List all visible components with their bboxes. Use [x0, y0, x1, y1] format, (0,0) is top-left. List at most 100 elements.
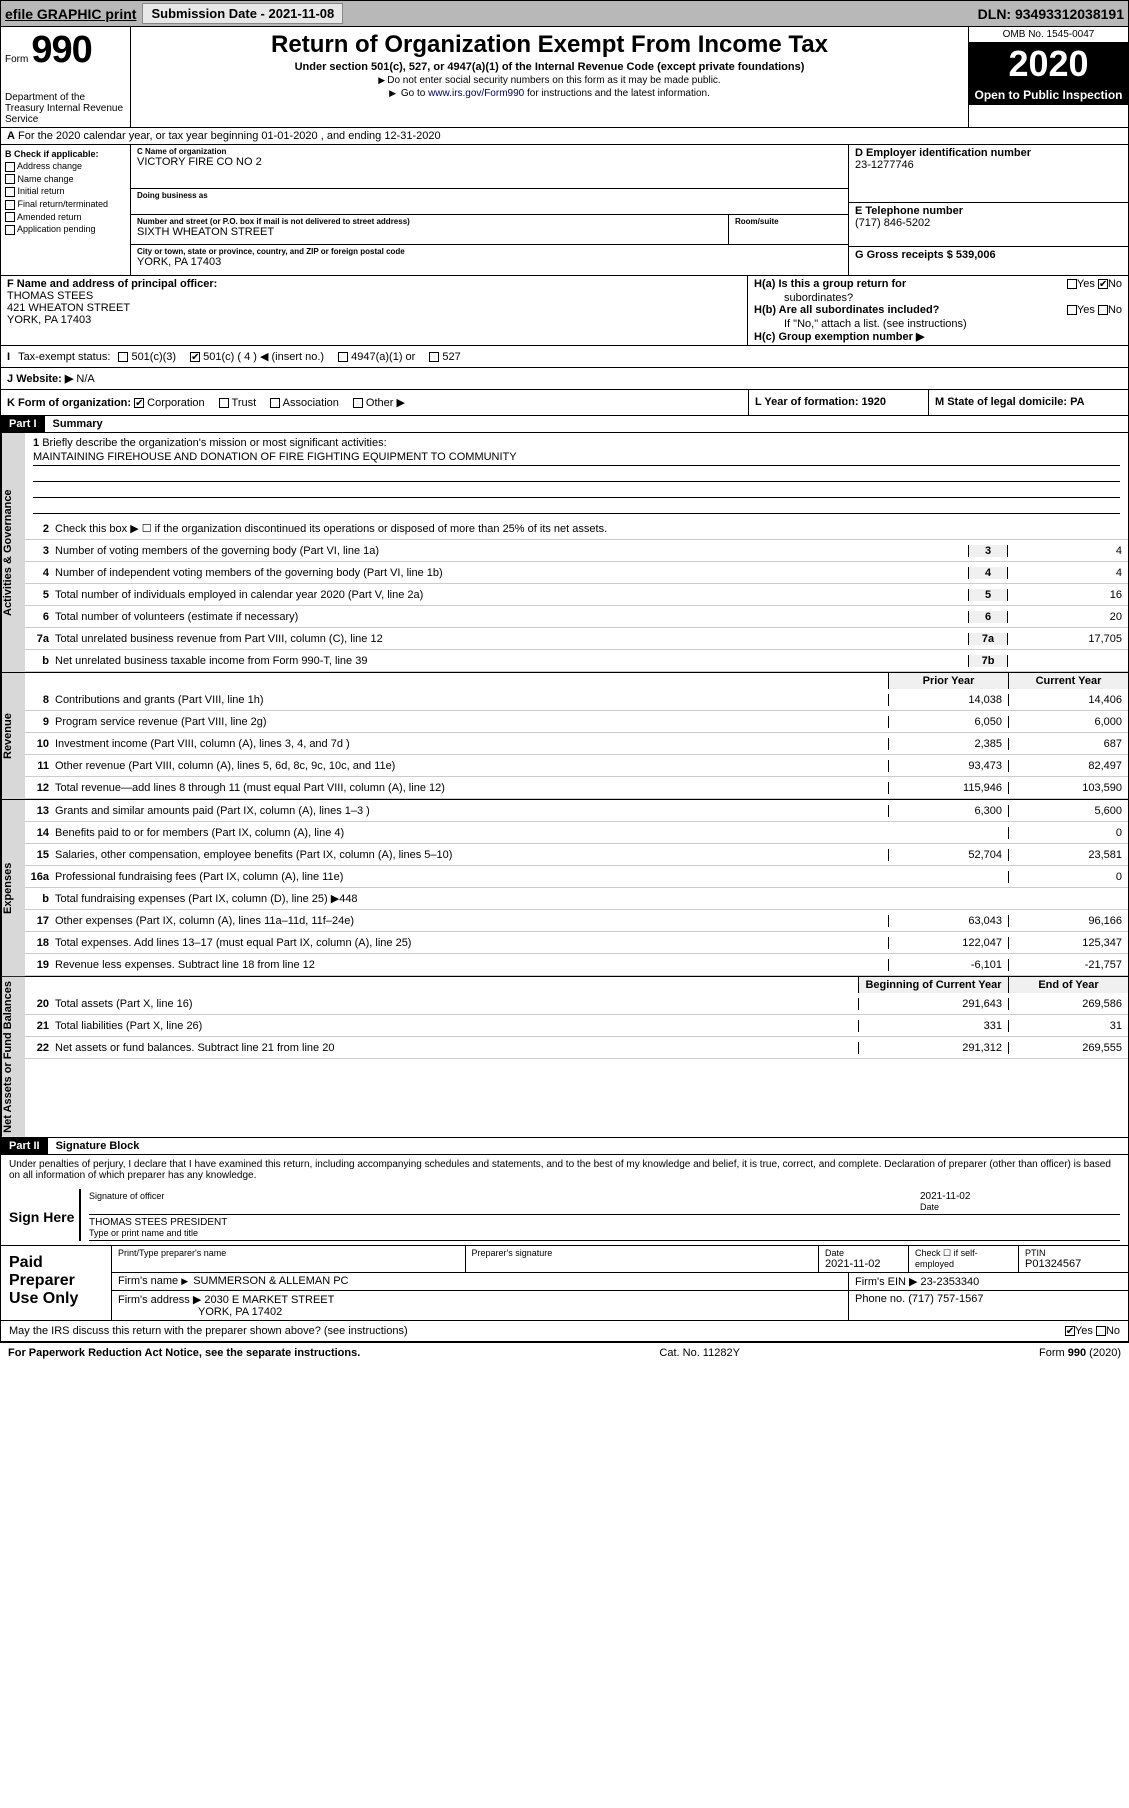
checkbox-address-change[interactable] — [5, 162, 15, 172]
line-num: 17 — [25, 915, 55, 927]
firm-name: SUMMERSON & ALLEMAN PC — [193, 1275, 348, 1287]
discuss-no: No — [1106, 1325, 1120, 1337]
prior-val: 93,473 — [888, 760, 1008, 772]
submission-date-btn[interactable]: Submission Date - 2021-11-08 — [142, 3, 343, 24]
line-num: 10 — [25, 738, 55, 750]
vtab-governance: Activities & Governance — [1, 433, 25, 672]
vtab-net-assets: Net Assets or Fund Balances — [1, 977, 25, 1137]
prior-year-header: Prior Year — [888, 673, 1008, 689]
line-text: Contributions and grants (Part VIII, lin… — [55, 694, 888, 706]
hb-label: H(b) Are all subordinates included? — [754, 304, 939, 316]
no-label: No — [1108, 278, 1122, 290]
efile-link[interactable]: efile GRAPHIC print — [5, 6, 136, 22]
current-val: 103,590 — [1008, 782, 1128, 794]
current-val: 96,166 — [1008, 915, 1128, 927]
discuss-no-checkbox[interactable] — [1096, 1326, 1106, 1336]
note2-prefix: Go to — [401, 88, 428, 99]
tax-status-checkbox-1[interactable] — [190, 352, 200, 362]
col-h: H(a) Is this a group return for Yes No s… — [748, 276, 1128, 345]
org-name: VICTORY FIRE CO NO 2 — [137, 156, 842, 168]
line-num: 18 — [25, 937, 55, 949]
line-text: Revenue less expenses. Subtract line 18 … — [55, 959, 888, 971]
firm-city: YORK, PA 17402 — [198, 1306, 842, 1318]
line-text: Other revenue (Part VIII, column (A), li… — [55, 760, 888, 772]
hb-no-checkbox[interactable] — [1098, 305, 1108, 315]
room-label: Room/suite — [735, 217, 842, 226]
k-checkbox-0[interactable] — [134, 398, 144, 408]
arrow-icon — [389, 88, 398, 99]
form-link[interactable]: www.irs.gov/Form990 — [428, 88, 524, 99]
open-public-label: Open to Public Inspection — [969, 85, 1128, 105]
prior-val: 63,043 — [888, 915, 1008, 927]
paid-prep-label: Paid Preparer Use Only — [1, 1246, 111, 1320]
line-box: 7a — [968, 633, 1008, 645]
form-number: 990 — [31, 29, 91, 71]
discuss-yes-checkbox[interactable] — [1065, 1326, 1075, 1336]
k-checkbox-3[interactable] — [353, 398, 363, 408]
hb-yes-checkbox[interactable] — [1067, 305, 1077, 315]
current-val: 6,000 — [1008, 716, 1128, 728]
sig-date-label: Date — [920, 1202, 1120, 1212]
line-text: Total number of individuals employed in … — [55, 589, 968, 601]
city-label: City or town, state or province, country… — [137, 247, 842, 256]
mission-blank2 — [33, 482, 1120, 498]
current-val: 125,347 — [1008, 937, 1128, 949]
col-b: B Check if applicable: Address change Na… — [1, 145, 131, 275]
tax-status-checkbox-0[interactable] — [118, 352, 128, 362]
line-num: b — [25, 655, 55, 667]
title-cell: Return of Organization Exempt From Incom… — [131, 27, 968, 127]
ein-value: 23-1277746 — [855, 159, 1122, 171]
checkbox-name-change[interactable] — [5, 174, 15, 184]
website-value: N/A — [76, 373, 94, 385]
sig-declaration: Under penalties of perjury, I declare th… — [9, 1159, 1120, 1181]
l-cell: L Year of formation: 1920 — [748, 390, 928, 415]
year-cell: OMB No. 1545-0047 2020 Open to Public In… — [968, 27, 1128, 127]
checkbox-final-return/terminated[interactable] — [5, 200, 15, 210]
prep-date-header: Date — [825, 1248, 902, 1258]
current-val: 23,581 — [1008, 849, 1128, 861]
city-value: YORK, PA 17403 — [137, 256, 842, 268]
yes-label2: Yes — [1077, 304, 1095, 316]
line-num: 3 — [25, 545, 55, 557]
current-val: -21,757 — [1008, 959, 1128, 971]
line-text: Total number of volunteers (estimate if … — [55, 611, 968, 623]
line-num: 5 — [25, 589, 55, 601]
part1-title: Summary — [45, 416, 111, 432]
current-year-header: Current Year — [1008, 673, 1128, 689]
line-text: Total fundraising expenses (Part IX, col… — [55, 892, 888, 905]
k-label: K Form of organization: — [7, 397, 131, 409]
phone-value: (717) 846-5202 — [855, 217, 1122, 229]
no-label2: No — [1108, 304, 1122, 316]
prior-val: 2,385 — [888, 738, 1008, 750]
line-box: 5 — [968, 589, 1008, 601]
ha-no-checkbox[interactable] — [1098, 279, 1108, 289]
checkbox-application-pending[interactable] — [5, 225, 15, 235]
checkbox-amended-return[interactable] — [5, 212, 15, 222]
prior-val: 6,050 — [888, 716, 1008, 728]
line-num: 12 — [25, 782, 55, 794]
officer-city: YORK, PA 17403 — [7, 314, 741, 326]
k-checkbox-2[interactable] — [270, 398, 280, 408]
line-text: Check this box ▶ ☐ if the organization d… — [55, 522, 1128, 535]
prep-sig-header: Preparer's signature — [472, 1248, 813, 1258]
k-checkbox-1[interactable] — [219, 398, 229, 408]
subtitle: Under section 501(c), 527, or 4947(a)(1)… — [135, 61, 964, 73]
line-val: 4 — [1008, 567, 1128, 579]
line-text: Total assets (Part X, line 16) — [55, 998, 858, 1010]
hc-label: H(c) Group exemption number ▶ — [754, 330, 1122, 343]
checkbox-initial-return[interactable] — [5, 187, 15, 197]
line-text: Benefits paid to or for members (Part IX… — [55, 827, 888, 839]
line-num: 21 — [25, 1020, 55, 1032]
discuss-yes: Yes — [1075, 1325, 1093, 1337]
vtab-expenses: Expenses — [1, 800, 25, 976]
tax-status-checkbox-2[interactable] — [338, 352, 348, 362]
beginning-year-header: Beginning of Current Year — [858, 977, 1008, 993]
line-text: Number of voting members of the governin… — [55, 545, 968, 557]
ha-yes-checkbox[interactable] — [1067, 279, 1077, 289]
line-num: 22 — [25, 1042, 55, 1054]
footer-right: Form 990 (2020) — [1039, 1347, 1121, 1359]
tax-status-checkbox-3[interactable] — [429, 352, 439, 362]
firm-addr-label: Firm's address ▶ — [118, 1294, 201, 1306]
dba-label: Doing business as — [137, 191, 842, 200]
line-num: 14 — [25, 827, 55, 839]
